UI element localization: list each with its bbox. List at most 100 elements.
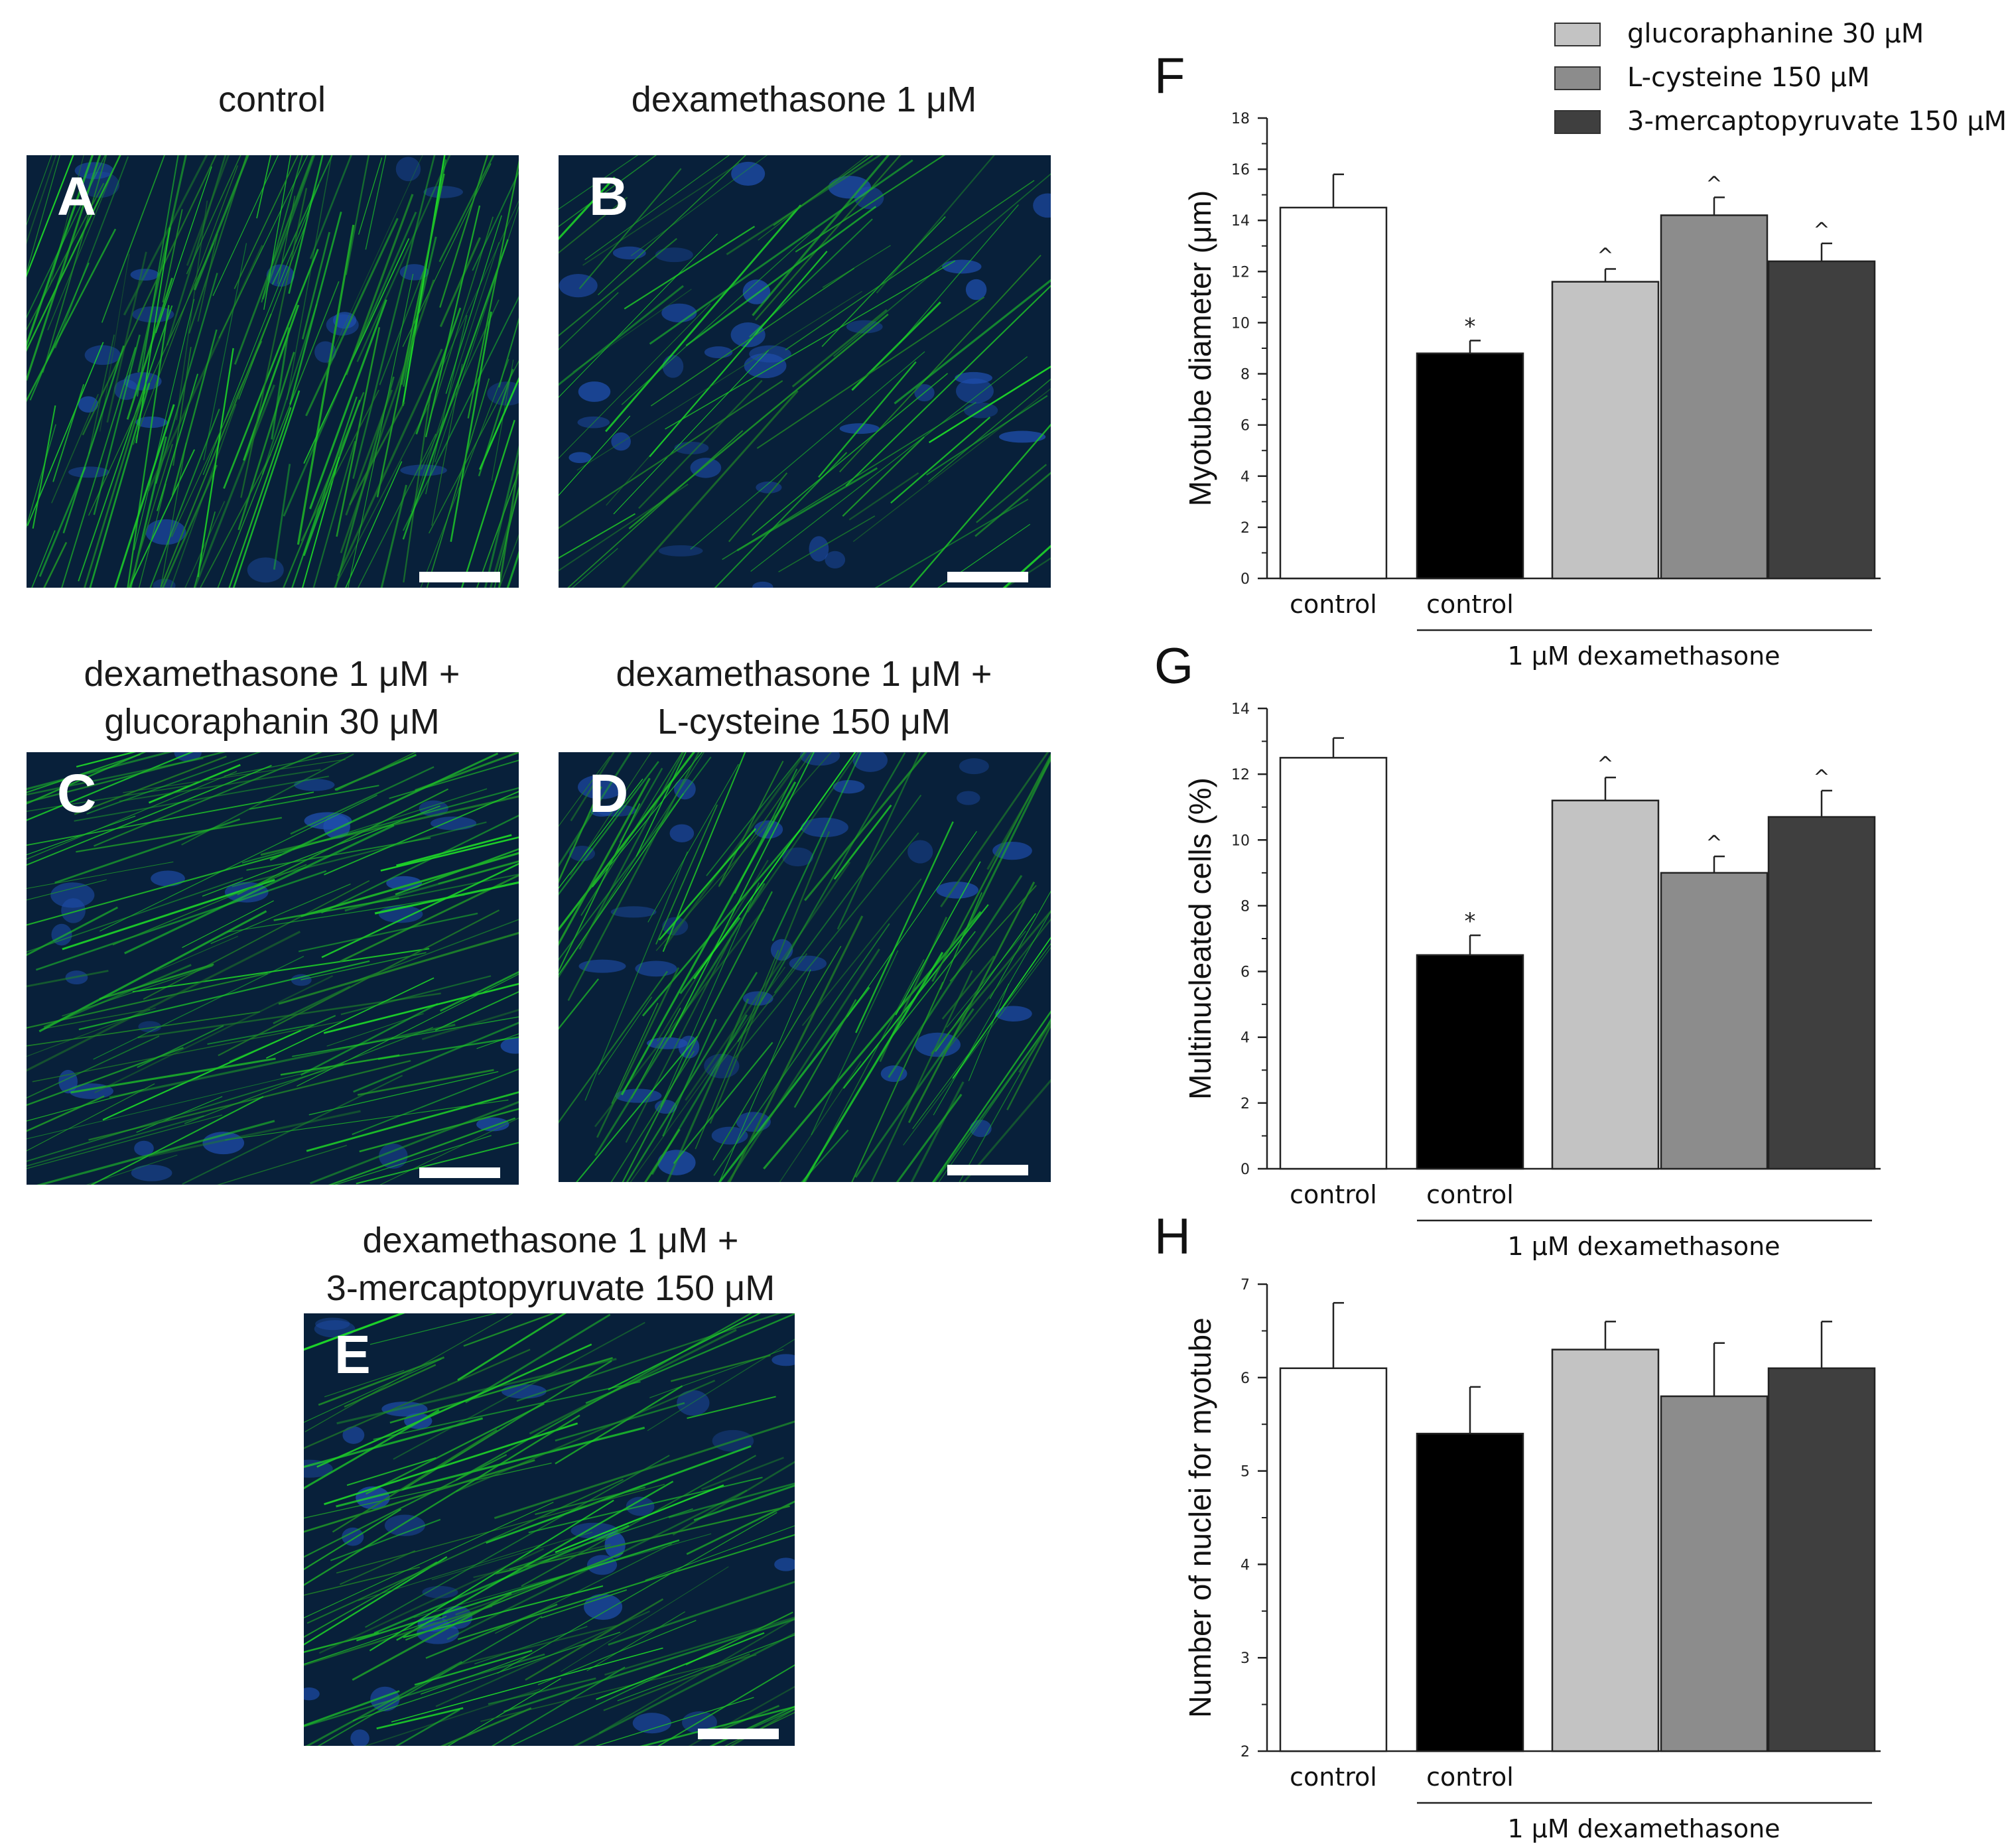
actin-fiber <box>608 1581 795 1646</box>
actin-fiber <box>218 909 500 1057</box>
actin-fiber <box>567 752 700 1002</box>
actin-fiber <box>334 754 417 791</box>
nucleus <box>50 882 95 908</box>
actin-fiber <box>771 752 862 941</box>
actin-fiber <box>93 334 141 515</box>
scale-bar <box>419 1167 500 1178</box>
actin-fiber <box>946 931 1026 1028</box>
actin-fiber <box>32 405 56 529</box>
actin-fiber <box>559 752 705 978</box>
actin-fiber <box>571 548 618 588</box>
actin-fiber <box>597 155 747 296</box>
actin-fiber <box>290 766 435 835</box>
actin-fiber <box>336 1483 665 1574</box>
actin-fiber <box>555 1484 724 1553</box>
actin-fiber <box>210 884 351 945</box>
actin-fiber <box>246 837 431 871</box>
actin-fiber <box>186 155 241 275</box>
x-category-label: control <box>1290 1180 1377 1209</box>
nucleus <box>384 1514 425 1536</box>
actin-fiber <box>624 226 756 310</box>
actin-fiber <box>559 237 677 337</box>
actin-fiber <box>559 196 628 254</box>
actin-fiber <box>750 356 1028 572</box>
actin-fiber <box>132 948 430 993</box>
actin-fiber <box>559 292 619 351</box>
actin-fiber <box>559 155 639 210</box>
actin-fiber <box>336 327 381 537</box>
actin-fiber <box>128 449 195 588</box>
actin-fiber <box>162 464 218 588</box>
y-tick-label: 10 <box>1231 315 1250 332</box>
actin-fiber <box>645 1525 795 1581</box>
actin-fiber <box>369 1499 614 1652</box>
actin-fiber <box>927 378 1051 482</box>
actin-fiber <box>649 251 828 458</box>
actin-fiber <box>463 1313 556 1347</box>
actin-fiber <box>488 1678 596 1705</box>
actin-fiber <box>29 262 90 401</box>
nucleus <box>658 545 703 557</box>
actin-fiber <box>293 788 488 851</box>
actin-fiber <box>848 472 919 521</box>
actin-fiber <box>43 964 192 1028</box>
actin-fiber <box>271 327 291 440</box>
actin-fiber <box>405 1552 624 1641</box>
actin-fiber <box>43 1008 151 1029</box>
actin-fiber <box>304 1454 507 1558</box>
actin-fiber <box>509 1508 693 1570</box>
actin-fiber <box>559 484 689 572</box>
actin-fiber <box>88 243 214 516</box>
actin-fiber <box>374 881 519 915</box>
actin-fiber <box>74 775 329 822</box>
x-category-label: control <box>1290 1762 1377 1792</box>
actin-fiber <box>665 260 956 430</box>
nucleus <box>771 1354 795 1366</box>
actin-fiber <box>301 389 379 542</box>
actin-fiber <box>586 1611 686 1672</box>
actin-fiber <box>379 1117 519 1185</box>
actin-fiber <box>713 923 890 1176</box>
actin-fiber <box>90 1096 264 1185</box>
panel-b-letter: B <box>589 166 629 227</box>
actin-fiber <box>909 423 1051 588</box>
actin-fiber <box>474 1626 588 1665</box>
actin-fiber <box>431 363 463 526</box>
actin-fiber <box>36 1120 275 1185</box>
actin-fiber <box>123 759 346 793</box>
actin-fiber <box>27 931 301 1072</box>
actin-fiber <box>345 194 414 375</box>
actin-fiber <box>845 285 1051 486</box>
bar <box>1551 799 1660 1170</box>
x-category-label: control <box>1426 590 1514 619</box>
y-tick-label: 7 <box>1240 1277 1250 1293</box>
actin-fiber <box>292 1016 519 1057</box>
actin-fiber <box>356 1142 519 1185</box>
actin-fiber <box>833 173 1051 358</box>
actin-fiber <box>27 155 74 278</box>
nucleus <box>690 458 722 478</box>
actin-fiber <box>465 1313 611 1404</box>
nucleus <box>350 1729 369 1746</box>
y-tick-label: 2 <box>1240 1744 1250 1760</box>
actin-fiber <box>62 879 275 951</box>
actin-fiber <box>641 827 803 1017</box>
actin-fiber <box>626 972 758 1182</box>
actin-fiber <box>212 155 279 297</box>
nucleus <box>965 279 987 300</box>
nucleus <box>907 840 933 864</box>
actin-fiber <box>225 1099 509 1141</box>
actin-fiber <box>889 931 976 1039</box>
y-axis-label: Number of nuclei for myotube <box>1183 1317 1217 1717</box>
actin-fiber <box>559 303 711 459</box>
actin-fiber <box>171 341 263 537</box>
actin-fiber <box>306 1479 624 1624</box>
bar <box>1279 757 1388 1170</box>
actin-fiber <box>317 1616 543 1746</box>
actin-fiber <box>478 369 514 477</box>
actin-fiber <box>907 882 1036 1124</box>
actin-fiber <box>345 389 393 516</box>
actin-fiber <box>135 227 171 444</box>
bar <box>1767 260 1876 580</box>
actin-fiber <box>649 1349 784 1398</box>
